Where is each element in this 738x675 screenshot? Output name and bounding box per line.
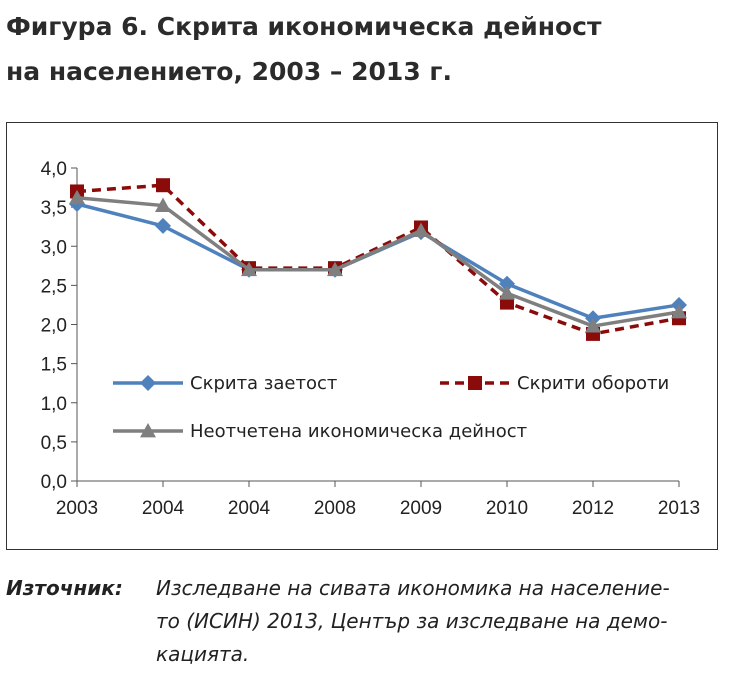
source-text-line-3: кацията.: [156, 642, 250, 666]
x-tick-label: 2003: [56, 498, 98, 519]
chart-title-line-1: Фигура 6. Скрита икономическа дейност: [6, 12, 602, 41]
x-tick-label: 2010: [486, 498, 528, 519]
y-tick-label: 0,5: [41, 433, 67, 454]
series-line-1: [76, 202, 680, 320]
legend-marker-1: [140, 375, 156, 391]
legend-marker-3: [140, 423, 156, 438]
y-tick-label: 0,0: [41, 472, 67, 493]
y-tick-label: 2,5: [41, 276, 67, 297]
line-chart: 0,0 0,5 1,0 1,5 2,0 2,5 3,0 3,5 4,0 2003 2004 2004 2…: [41, 159, 701, 519]
series-3-point: [413, 222, 429, 237]
y-tick-label: 2,0: [41, 316, 67, 337]
x-tick-label: 2012: [572, 498, 614, 519]
legend-marker-2: [468, 376, 482, 390]
legend-label-1: Скрита заетост: [190, 373, 337, 394]
x-tick-label: 2004: [142, 498, 185, 519]
y-tick-label: 4,0: [41, 159, 67, 180]
series-3-point: [585, 318, 601, 333]
x-tick-label: 2013: [658, 498, 700, 519]
series-2-point: [156, 178, 170, 193]
chart-frame: 0,0 0,5 1,0 1,5 2,0 2,5 3,0 3,5 4,0 2003 2004 2004 2…: [6, 122, 718, 550]
series-3-point: [499, 285, 515, 300]
series-line-3: [76, 195, 680, 328]
legend-label-3: Неотчетена икономическа дейност: [190, 421, 527, 442]
y-tick-label: 3,5: [41, 198, 67, 219]
legend-label-2: Скрити обороти: [517, 373, 669, 394]
y-tick-label: 3,0: [41, 237, 67, 258]
series-3-point: [155, 197, 171, 212]
series-line-2: [76, 183, 680, 336]
y-tick-label: 1,0: [41, 394, 67, 415]
series-3-point: [671, 303, 687, 319]
x-tick-label: 2004: [228, 498, 271, 519]
y-tick-label: 1,5: [41, 355, 67, 376]
x-tick-label: 2008: [314, 498, 356, 519]
series-1-point: [499, 275, 515, 292]
source-text-line-1: Изследване на сивата икономика на населе…: [156, 576, 670, 600]
chart-title: Фигура 6. Скрита икономическа дейност на…: [6, 4, 726, 94]
series-3-point: [69, 189, 85, 205]
x-tick-label: 2009: [400, 498, 442, 519]
series-3-point: [327, 261, 343, 277]
source-label: Източник:: [6, 576, 123, 600]
source-text: Изследване на сивата икономика на населе…: [156, 572, 736, 671]
series-3-point: [241, 261, 257, 277]
source-text-line-2: то (ИСИН) 2013, Център за изследване на …: [156, 609, 668, 633]
series-1-point: [155, 217, 171, 234]
chart-title-line-2: на населението, 2003 – 2013 г.: [6, 57, 452, 86]
